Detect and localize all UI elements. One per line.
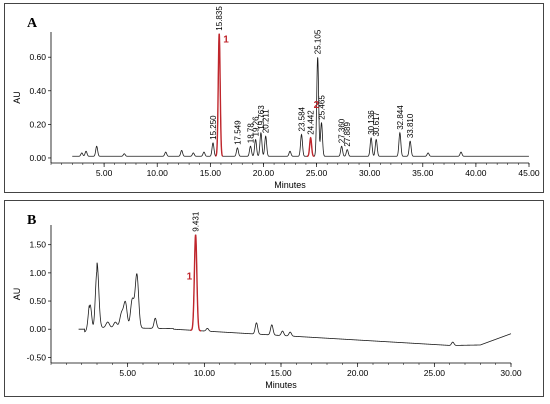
peak-label: 15.835 xyxy=(215,6,224,31)
peak-label: 25.105 xyxy=(314,29,323,54)
peak-number: 1 xyxy=(223,35,229,46)
x-tick-label: 15.00 xyxy=(200,168,222,178)
chromatogram-panel-a: A 0.00 0.20 0.40 0.60 5.00 10.00 15.00 20.00 25.… xyxy=(4,3,544,193)
y-tick-label: 1.00 xyxy=(29,268,46,278)
x-tick-label: 30.00 xyxy=(359,168,381,178)
peak-number: 2 xyxy=(314,100,320,111)
x-axis-title: Minutes xyxy=(274,180,306,190)
panel-label-b: B xyxy=(27,213,37,228)
peak-label: 33.810 xyxy=(406,113,415,138)
y-tick-label: 1.50 xyxy=(29,240,46,250)
x-tick-label: 15.00 xyxy=(270,368,292,378)
chromatogram-a-plot: 0.00 0.20 0.40 0.60 5.00 10.00 15.00 20.00 25.00… xyxy=(12,6,540,190)
x-tick-label: 40.00 xyxy=(465,168,487,178)
y-tick-label: 0.50 xyxy=(29,296,46,306)
signal-trace xyxy=(72,33,529,157)
highlighted-peak xyxy=(306,136,315,157)
peak-label: 18.78 xyxy=(246,123,255,144)
x-tick-label: 35.00 xyxy=(412,168,434,178)
peak-label: 24.442 xyxy=(307,110,316,135)
x-tick-label: 45.00 xyxy=(518,168,540,178)
x-axis-title: Minutes xyxy=(265,380,297,390)
x-tick-label: 25.00 xyxy=(424,368,446,378)
x-tick-label: 5.00 xyxy=(119,368,136,378)
highlighted-peak xyxy=(215,33,224,157)
x-tick-label: 20.00 xyxy=(347,368,369,378)
y-tick-label: 0.00 xyxy=(29,153,46,163)
highlighted-peak xyxy=(190,234,202,332)
x-tick-label: 20.00 xyxy=(253,168,275,178)
panel-label-a: A xyxy=(27,16,38,31)
peak-label: 30.136 xyxy=(367,110,376,135)
peak-label: 19.763 xyxy=(257,105,266,130)
y-tick-label: 0.00 xyxy=(29,324,46,334)
peak-label: 25.465 xyxy=(317,95,326,120)
peak-label: 19.26 xyxy=(252,116,261,137)
x-tick-label: 25.00 xyxy=(306,168,328,178)
peak-label: 20.211 xyxy=(262,109,271,133)
peak-label: 30.617 xyxy=(372,111,381,136)
x-tick-label: 30.00 xyxy=(500,368,522,378)
y-tick-label: 0.40 xyxy=(29,86,46,96)
signal-trace xyxy=(78,234,512,346)
peak-label: 23.584 xyxy=(298,106,307,131)
peak-label: 9.431 xyxy=(192,211,201,232)
y-axis-title: AU xyxy=(12,91,22,104)
y-tick-label: -0.50 xyxy=(27,352,47,362)
chromatogram-panel-b: B -0.50 0.00 0.50 1.00 1.50 5.00 10.00 15.00 20.… xyxy=(4,200,544,397)
y-axis-title: AU xyxy=(12,288,22,301)
peak-label: 27.889 xyxy=(343,122,352,147)
x-tick-label: 10.00 xyxy=(147,168,169,178)
y-tick-label: 0.20 xyxy=(29,119,46,129)
y-tick-label: 0.60 xyxy=(29,52,46,62)
peak-number: 1 xyxy=(187,272,193,283)
peak-label: 17.549 xyxy=(233,120,242,145)
peak-label: 32.844 xyxy=(396,105,405,130)
x-tick-label: 10.00 xyxy=(194,368,216,378)
chromatogram-b-plot: -0.50 0.00 0.50 1.00 1.50 5.00 10.00 15.00 20.00… xyxy=(12,211,522,390)
peak-label: 15.250 xyxy=(209,115,218,140)
peak-label: 27.360 xyxy=(338,118,347,143)
x-tick-label: 5.00 xyxy=(96,168,113,178)
